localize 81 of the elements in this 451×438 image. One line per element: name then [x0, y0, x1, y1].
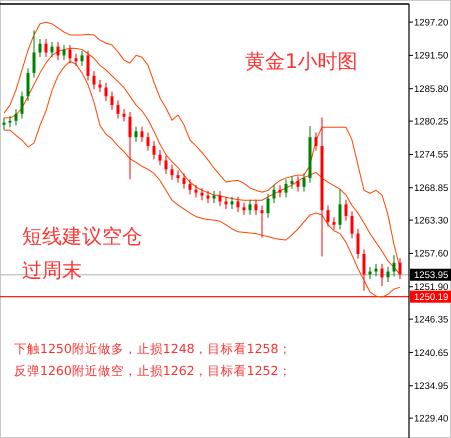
candlestick [80, 50, 84, 66]
y-tick-label: 1280.25 [414, 116, 448, 128]
candlestick [314, 132, 318, 152]
candlestick [332, 216, 336, 230]
candlestick [110, 91, 114, 110]
annotation: 短线建议空仓 [22, 224, 142, 248]
candlestick [278, 184, 282, 198]
candlestick [86, 50, 90, 82]
candlestick [368, 266, 372, 280]
candlestick [194, 184, 198, 198]
candlestick [68, 44, 72, 64]
candlestick [386, 266, 390, 283]
annotation: 过周末 [22, 258, 82, 282]
candlestick [254, 199, 258, 216]
candlestick [170, 164, 174, 180]
candlestick [2, 117, 6, 130]
candlestick [260, 205, 264, 238]
candlestick [20, 91, 24, 119]
y-tick-label: 1257.60 [414, 248, 448, 260]
y-tick-label: 1246.35 [414, 314, 448, 326]
y-tick-label: 1251.90 [414, 282, 448, 294]
candlestick [392, 254, 396, 277]
candlestick [362, 248, 366, 292]
candlestick [284, 178, 288, 198]
y-tick-label: 1274.55 [414, 150, 448, 161]
candlestick [116, 100, 120, 119]
y-tick-label: 1229.40 [414, 413, 448, 424]
candlestick [158, 150, 162, 166]
candlestick [236, 196, 240, 212]
candlestick [218, 190, 222, 207]
candlestick [26, 68, 30, 102]
y-tick-label: 1240.65 [414, 348, 448, 359]
y-tick-label: 1268.85 [414, 183, 448, 194]
candlestick [128, 112, 132, 180]
candlestick [200, 187, 204, 201]
candlestick [272, 184, 276, 204]
ref-line-label: 1253.95 [414, 270, 448, 282]
candlestick [32, 30, 36, 78]
candlestick [356, 228, 360, 260]
ref-line-label: 1250.19 [414, 292, 448, 304]
candlestick [50, 41, 54, 58]
candlestick [248, 199, 252, 216]
candlestick [326, 205, 330, 228]
candlestick [176, 170, 180, 184]
candlestick [290, 176, 294, 190]
text: 黄金1小时图 [245, 49, 358, 73]
candlestick [44, 38, 48, 58]
candlestick [164, 155, 168, 174]
candlestick [140, 126, 144, 142]
annotation: 反弹1260附近做空，止损1262，目标看1252； [14, 363, 292, 378]
candlestick [38, 38, 42, 58]
candlestick [188, 178, 192, 195]
candlestick [212, 190, 216, 204]
y-tick-label: 1234.95 [414, 381, 448, 392]
y-tick-label: 1285.80 [414, 84, 448, 96]
candlestick [302, 172, 306, 192]
y-tick-label: 1291.50 [414, 50, 448, 62]
candlestick [104, 82, 108, 102]
candlestick [380, 263, 384, 287]
candlestick [224, 196, 228, 210]
candlestick [98, 79, 102, 93]
y-tick-label: 1263.30 [414, 215, 448, 226]
candlestick [338, 189, 342, 230]
candlestick [14, 108, 18, 126]
candlestick [398, 258, 402, 280]
candlestick [344, 199, 348, 222]
candlestick [92, 70, 96, 90]
candlestick [266, 193, 270, 218]
candlestick [134, 126, 138, 142]
candlestick [56, 41, 60, 61]
candlestick [62, 44, 66, 61]
candlestick [350, 210, 354, 239]
candlestick [374, 263, 378, 277]
candlestick [152, 140, 156, 160]
candlestick [182, 172, 186, 190]
candlestick [206, 190, 210, 204]
candlestick [296, 176, 300, 192]
y-tick-label: 1297.20 [414, 17, 448, 28]
candlestick [230, 196, 234, 210]
annotation: 下触1250附近做多，止损1248，目标看1258； [14, 341, 292, 356]
candlestick [146, 132, 150, 152]
